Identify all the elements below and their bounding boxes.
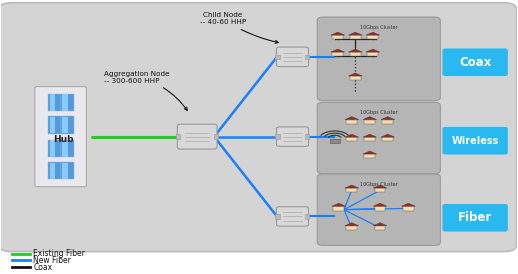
Bar: [61, 162, 74, 179]
Bar: [306, 135, 309, 139]
Bar: [367, 35, 378, 39]
Bar: [276, 214, 280, 219]
Text: New Fiber: New Fiber: [33, 256, 71, 265]
Bar: [364, 154, 375, 158]
Bar: [214, 135, 218, 139]
FancyBboxPatch shape: [442, 127, 508, 155]
Polygon shape: [363, 117, 377, 119]
Bar: [375, 226, 385, 230]
Text: 10Gbps Cluster: 10Gbps Cluster: [360, 110, 398, 115]
Bar: [50, 140, 55, 156]
Text: Coax: Coax: [33, 262, 52, 272]
Bar: [364, 137, 375, 141]
Bar: [176, 135, 180, 139]
FancyBboxPatch shape: [317, 17, 440, 101]
Polygon shape: [332, 203, 346, 206]
FancyBboxPatch shape: [442, 204, 508, 232]
Polygon shape: [331, 49, 344, 52]
Bar: [375, 206, 385, 211]
Bar: [276, 135, 280, 139]
Polygon shape: [381, 117, 395, 119]
Polygon shape: [373, 223, 387, 226]
FancyBboxPatch shape: [177, 124, 217, 149]
Bar: [333, 35, 343, 39]
Bar: [61, 139, 74, 157]
Bar: [48, 116, 61, 134]
Bar: [364, 119, 375, 124]
Bar: [350, 35, 361, 39]
Bar: [347, 188, 357, 192]
Polygon shape: [345, 185, 358, 188]
Bar: [347, 226, 357, 230]
Text: Wireless: Wireless: [452, 136, 499, 146]
Polygon shape: [373, 185, 387, 188]
Bar: [306, 214, 309, 219]
FancyBboxPatch shape: [0, 3, 516, 252]
Bar: [347, 119, 357, 124]
Bar: [382, 119, 393, 124]
Polygon shape: [349, 32, 362, 35]
Bar: [375, 188, 385, 192]
Bar: [61, 94, 74, 111]
Text: 10Gbps Cluster: 10Gbps Cluster: [360, 182, 398, 187]
Polygon shape: [401, 203, 415, 206]
Bar: [276, 55, 280, 59]
Bar: [62, 140, 67, 156]
Polygon shape: [366, 49, 380, 52]
Polygon shape: [345, 134, 358, 137]
Polygon shape: [349, 49, 362, 52]
Bar: [62, 162, 67, 179]
FancyBboxPatch shape: [277, 207, 308, 226]
Bar: [50, 162, 55, 179]
Polygon shape: [363, 134, 377, 137]
Bar: [48, 94, 61, 111]
Bar: [48, 139, 61, 157]
Polygon shape: [345, 223, 358, 226]
Bar: [61, 116, 74, 134]
Bar: [367, 52, 378, 56]
Polygon shape: [331, 32, 344, 35]
FancyBboxPatch shape: [35, 87, 87, 187]
Bar: [62, 117, 67, 133]
FancyBboxPatch shape: [317, 102, 440, 174]
Bar: [333, 52, 343, 56]
FancyBboxPatch shape: [442, 48, 508, 76]
Bar: [50, 94, 55, 111]
Text: 10Gbps Cluster: 10Gbps Cluster: [360, 25, 398, 30]
Bar: [306, 55, 309, 59]
Text: Hub: Hub: [53, 135, 74, 144]
Bar: [334, 206, 344, 211]
Text: Fiber: Fiber: [458, 211, 492, 224]
Polygon shape: [349, 73, 362, 76]
Polygon shape: [373, 203, 387, 206]
Text: Coax: Coax: [459, 56, 492, 69]
Text: Child Node
-- 40-60 HHP: Child Node -- 40-60 HHP: [200, 13, 278, 43]
FancyBboxPatch shape: [277, 47, 308, 67]
FancyBboxPatch shape: [277, 127, 308, 146]
Bar: [382, 137, 393, 141]
Polygon shape: [345, 117, 358, 119]
Polygon shape: [363, 151, 377, 154]
Text: Aggregation Node
-- 300-600 HHP: Aggregation Node -- 300-600 HHP: [105, 71, 187, 110]
Bar: [403, 206, 414, 211]
Polygon shape: [366, 32, 380, 35]
Polygon shape: [381, 134, 395, 137]
Bar: [329, 139, 340, 143]
Text: Existing Fiber: Existing Fiber: [33, 249, 85, 258]
Bar: [347, 137, 357, 141]
Bar: [48, 162, 61, 179]
FancyBboxPatch shape: [317, 174, 440, 246]
Bar: [350, 76, 361, 80]
Bar: [350, 52, 361, 56]
Bar: [62, 94, 67, 111]
Bar: [50, 117, 55, 133]
